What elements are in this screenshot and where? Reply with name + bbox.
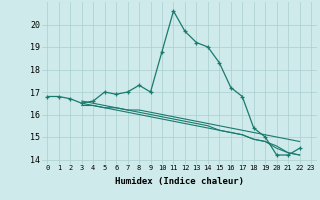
X-axis label: Humidex (Indice chaleur): Humidex (Indice chaleur) [115, 177, 244, 186]
